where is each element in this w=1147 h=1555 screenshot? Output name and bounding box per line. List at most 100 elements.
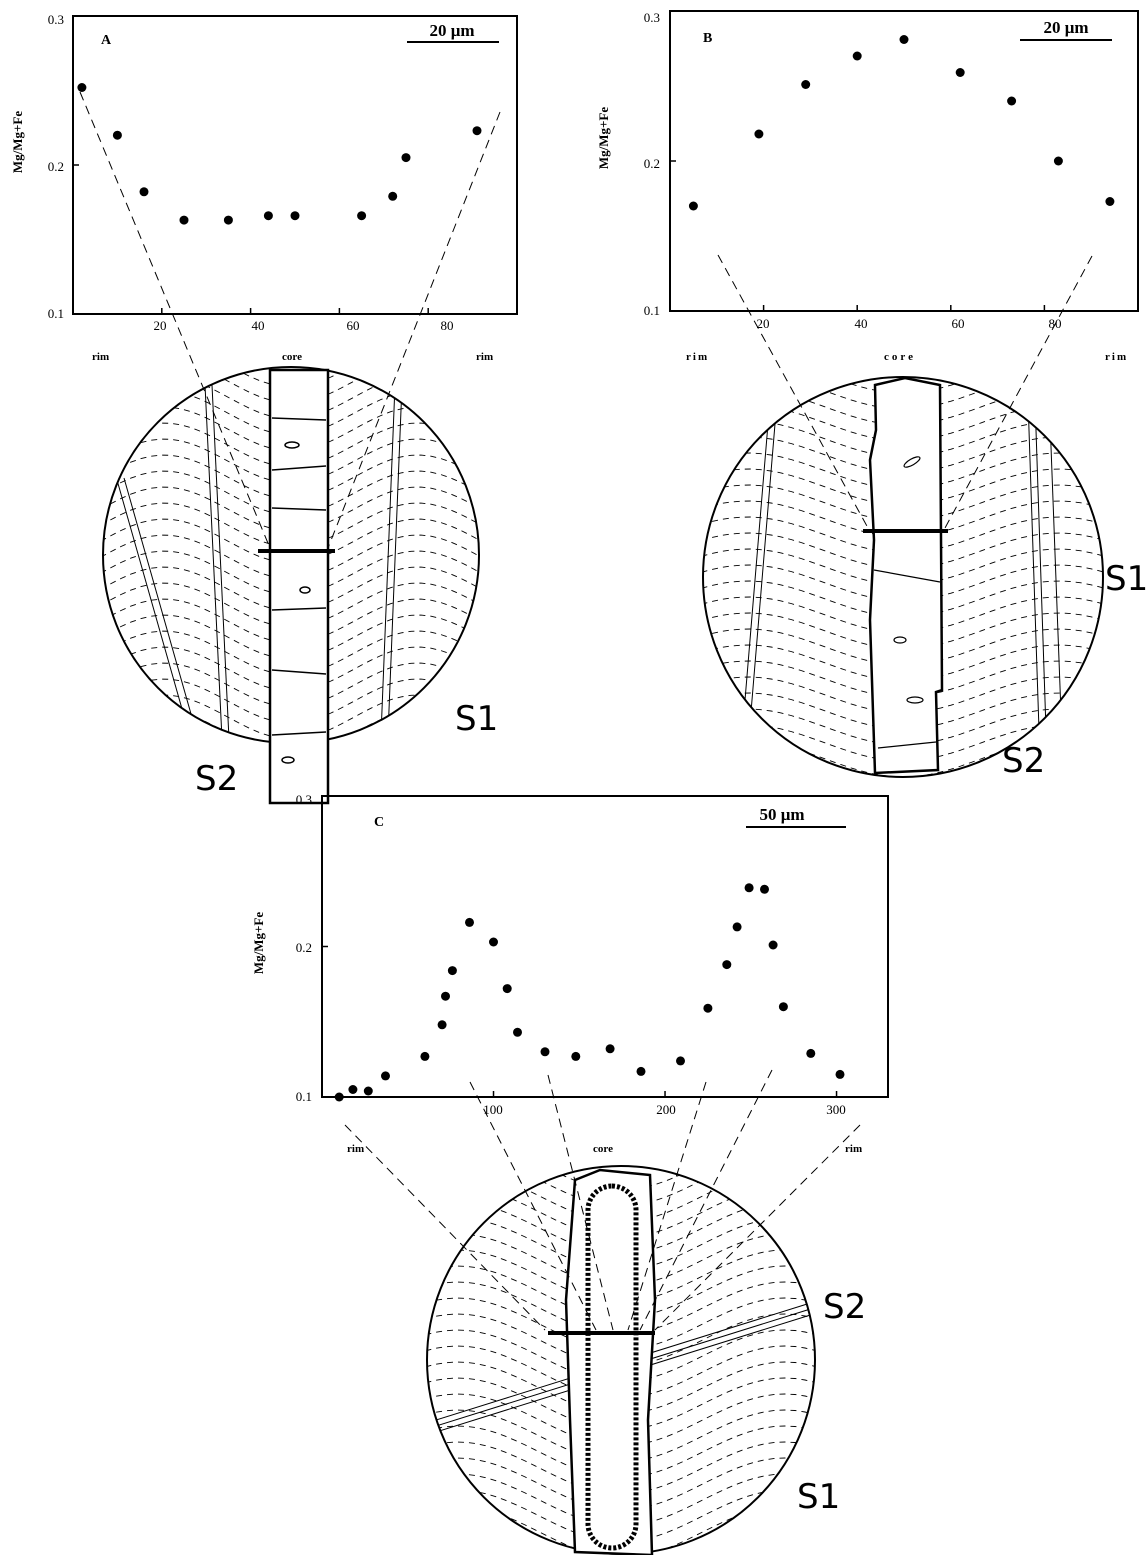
panel-a: A 20 μm Mg/Mg+Fe 0.1 0.2 0.3 20 40 60 80… bbox=[10, 12, 518, 805]
panel-c-rim-right-label: rim bbox=[845, 1143, 862, 1155]
panel-c-s1-label: S1 bbox=[797, 1477, 840, 1517]
panel-a-y-axis-label: Mg/Mg+Fe bbox=[10, 111, 25, 174]
panel-b-rim-right-label: rim bbox=[1105, 351, 1128, 363]
panel-c-data-point bbox=[744, 883, 754, 893]
foliation-line bbox=[427, 1473, 815, 1527]
foliation-line bbox=[427, 1457, 815, 1511]
axis-ticks bbox=[670, 160, 1046, 311]
panel-a-shear-bands bbox=[116, 384, 403, 743]
panel-b-y-tick: 0.2 bbox=[644, 156, 660, 171]
foliation-line bbox=[427, 1329, 815, 1383]
panel-b-y-tick: 0.1 bbox=[644, 303, 660, 318]
panel-c-y-tick: 0.1 bbox=[296, 1089, 312, 1104]
panel-c-data-point bbox=[348, 1085, 358, 1094]
panel-c-data-point bbox=[703, 1003, 713, 1013]
panel-c-data-point bbox=[441, 991, 450, 1001]
panel-a-s1-label: S1 bbox=[455, 699, 498, 739]
panel-a-y-tick: 0.1 bbox=[48, 306, 64, 321]
foliation-line bbox=[703, 564, 1103, 602]
panel-c-guide-line bbox=[654, 1124, 861, 1331]
panel-b-letter: B bbox=[703, 31, 712, 46]
panel-b-guide-line bbox=[717, 254, 869, 529]
panel-c-data-point bbox=[676, 1056, 685, 1066]
panel-c-data-point bbox=[447, 966, 457, 976]
panel-c-crystal bbox=[564, 1168, 657, 1555]
panel-a-data-point bbox=[179, 215, 189, 225]
panel-c-data-point bbox=[768, 940, 778, 950]
panel-c-data-point bbox=[571, 1051, 581, 1061]
panel-c-crystal-zone bbox=[585, 1183, 639, 1551]
panel-c: C 50 μm Mg/Mg+Fe 0.1 0.2 0.3 100 200 300… bbox=[251, 792, 889, 1555]
panel-c-data-point bbox=[420, 1051, 430, 1061]
foliation-line bbox=[427, 1425, 815, 1479]
panel-a-core-label: core bbox=[282, 351, 302, 363]
foliation-line bbox=[703, 660, 1103, 698]
foliation-line bbox=[427, 1441, 815, 1495]
panel-a-x-tick: 40 bbox=[252, 318, 265, 333]
panel-a-y-tick: 0.3 bbox=[48, 12, 64, 27]
panel-b-rim-left-label: rim bbox=[686, 351, 709, 363]
panel-c-data-point bbox=[806, 1048, 816, 1058]
panel-c-data-point bbox=[835, 1069, 845, 1079]
panel-c-x-tick: 300 bbox=[826, 1102, 846, 1117]
panel-c-data-point bbox=[760, 884, 769, 894]
panel-a-plot-frame bbox=[72, 15, 518, 315]
foliation-line bbox=[703, 628, 1103, 666]
panel-b-shear-bands bbox=[739, 399, 1063, 761]
axis-ticks bbox=[73, 164, 429, 314]
panel-b-data-point bbox=[852, 51, 862, 61]
panel-c-data-point bbox=[605, 1044, 615, 1054]
panel-a-points bbox=[73, 83, 482, 314]
panel-c-x-tick: 200 bbox=[656, 1102, 676, 1117]
panel-b-s1-label: S1 bbox=[1105, 559, 1147, 599]
panel-a-thin-section: S1 S2 bbox=[79, 91, 501, 805]
panel-c-guide-line bbox=[344, 1124, 546, 1331]
panel-a-x-tick: 80 bbox=[441, 318, 454, 333]
foliation-line bbox=[427, 1281, 815, 1335]
panel-a-scale-label: 20 μm bbox=[429, 21, 474, 40]
panel-c-x-tick: 100 bbox=[483, 1102, 503, 1117]
panel-a-data-point bbox=[223, 215, 233, 225]
panel-a-crystal bbox=[268, 368, 330, 805]
panel-c-guide-line bbox=[639, 1069, 773, 1331]
foliation-line bbox=[703, 484, 1103, 522]
panel-b-x-tick: 40 bbox=[855, 316, 868, 331]
panel-c-thin-section: S2 S1 bbox=[344, 1069, 866, 1555]
foliation-line bbox=[703, 580, 1103, 618]
axis-ticks bbox=[322, 945, 838, 1097]
panel-a-guide-line bbox=[79, 91, 271, 549]
panel-a-data-point bbox=[388, 191, 398, 201]
panel-a-data-point bbox=[472, 126, 482, 136]
panel-c-y-tick: 0.2 bbox=[296, 940, 312, 955]
foliation-line bbox=[703, 452, 1103, 490]
foliation-line bbox=[703, 676, 1103, 714]
panel-c-data-point bbox=[722, 960, 732, 970]
panel-a-data-point bbox=[112, 130, 122, 140]
panel-a-data-point bbox=[357, 211, 367, 221]
foliation-line bbox=[427, 1297, 815, 1351]
foliation-line bbox=[703, 500, 1103, 538]
panel-b-data-point bbox=[754, 129, 764, 139]
panel-b-data-point bbox=[1007, 96, 1017, 106]
panel-c-points bbox=[322, 883, 845, 1102]
foliation-line bbox=[703, 692, 1103, 730]
panel-b-data-point bbox=[1105, 197, 1115, 206]
panel-a-s2-label: S2 bbox=[195, 759, 238, 799]
panel-b-s2-label: S2 bbox=[1002, 741, 1045, 781]
panel-c-s2-label: S2 bbox=[823, 1287, 866, 1327]
foliation-line bbox=[703, 548, 1103, 586]
panel-c-data-point bbox=[465, 917, 474, 927]
panel-c-y-axis-label: Mg/Mg+Fe bbox=[251, 912, 266, 975]
panel-a-data-point bbox=[263, 211, 273, 221]
panel-c-rim-left-label: rim bbox=[347, 1143, 364, 1155]
panel-b-data-point bbox=[1053, 156, 1063, 166]
panel-a-data-point bbox=[401, 153, 411, 163]
foliation-line bbox=[427, 1393, 815, 1447]
panel-c-letter: C bbox=[374, 815, 384, 830]
panel-b-thin-section: S1 S2 bbox=[702, 254, 1147, 781]
panel-c-scale-label: 50 μm bbox=[759, 805, 804, 824]
panel-c-data-point bbox=[437, 1020, 447, 1030]
panel-c-guide-line bbox=[627, 1081, 707, 1331]
foliation-line bbox=[427, 1409, 815, 1463]
panel-a-data-point bbox=[290, 211, 300, 221]
